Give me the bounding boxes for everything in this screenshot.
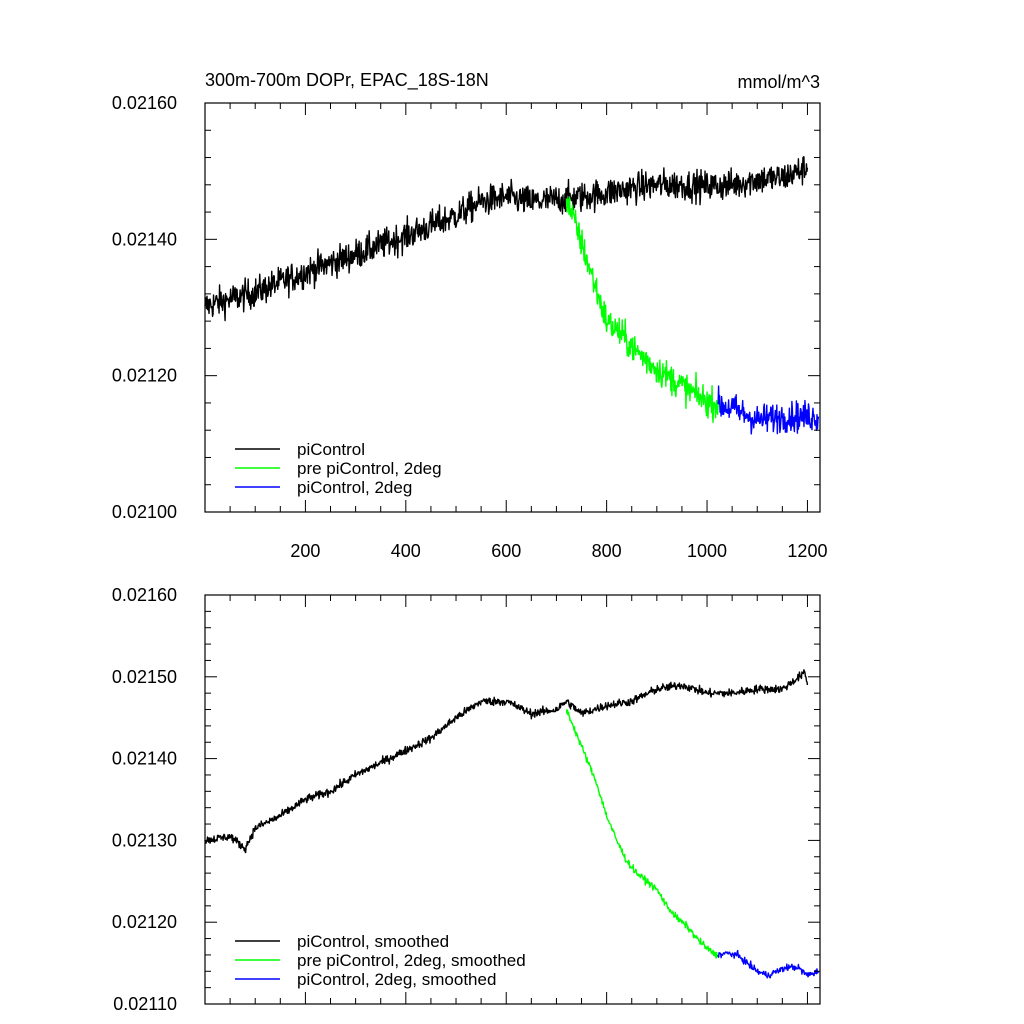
x-tick-label: 600	[491, 541, 521, 561]
units-label: mmol/m^3	[738, 72, 820, 92]
top-panel: 300m-700m DOPr, EPAC_18S-18N mmol/m^3 0.…	[112, 70, 828, 561]
legend-label: pre piControl, 2deg	[297, 459, 442, 478]
plot-frame	[204, 102, 821, 513]
y-tick-label: 0.02110	[113, 994, 177, 1014]
y-tick-label: 0.02130	[112, 830, 177, 850]
plot-frame	[204, 594, 821, 1005]
legend-label: pre piControl, 2deg, smoothed	[297, 951, 526, 970]
x-tick-label: 400	[391, 541, 421, 561]
x-tick-label: 1200	[787, 541, 827, 561]
series-line-2	[717, 949, 820, 979]
series-line-0	[204, 669, 809, 854]
series-line-1	[565, 196, 719, 424]
y-tick-label: 0.02150	[112, 667, 177, 687]
y-tick-label: 0.02120	[112, 366, 177, 386]
series-line-1	[565, 709, 719, 959]
series-line-0	[204, 156, 809, 322]
y-tick-label: 0.02160	[112, 93, 177, 113]
x-tick-label: 800	[592, 541, 622, 561]
series-line-2	[717, 385, 820, 435]
chart-title: 300m-700m DOPr, EPAC_18S-18N	[205, 70, 489, 91]
y-tick-label: 0.02140	[112, 749, 177, 769]
x-tick-label: 200	[290, 541, 320, 561]
y-tick-label: 0.02120	[112, 912, 177, 932]
bottom-panel: 0.02110 0.02120 0.02130 0.02140 0.02150 0.021…	[112, 585, 821, 1014]
y-tick-label: 0.02160	[112, 585, 177, 605]
y-tick-label: 0.02100	[112, 502, 177, 522]
legend-label: piControl, 2deg, smoothed	[297, 970, 496, 989]
legend-label: piControl	[297, 440, 365, 459]
legend-label: piControl, smoothed	[297, 932, 449, 951]
y-tick-label: 0.02140	[112, 229, 177, 249]
x-tick-label: 1000	[687, 541, 727, 561]
legend-label: piControl, 2deg	[297, 478, 412, 497]
